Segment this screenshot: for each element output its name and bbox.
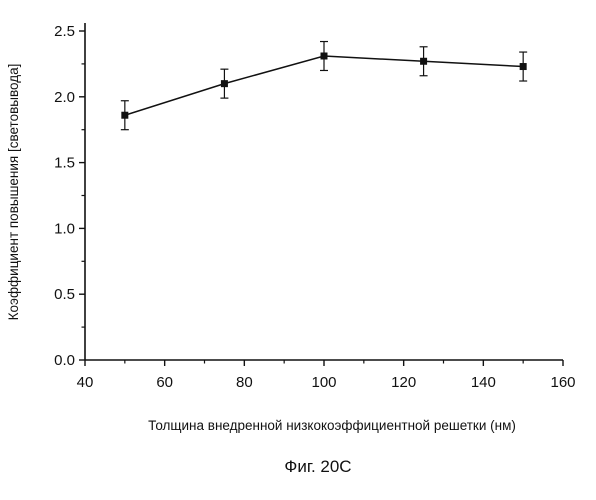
figure-caption: Фиг. 20С bbox=[284, 457, 351, 476]
y-tick-label: 2.5 bbox=[54, 23, 75, 40]
x-tick-label: 140 bbox=[471, 374, 496, 391]
y-axis-label: Коэффициент повышения [световывода] bbox=[6, 64, 21, 321]
x-tick-label: 160 bbox=[550, 374, 575, 391]
data-point bbox=[520, 63, 527, 70]
x-tick-label: 80 bbox=[236, 374, 253, 391]
y-tick-label: 1.5 bbox=[54, 155, 75, 172]
data-point bbox=[321, 53, 328, 60]
data-point bbox=[121, 112, 128, 119]
ticks: 40 60 80 100 120 140 160 0.0 0.5 1.0 1.5 2.0 2.5 bbox=[54, 23, 575, 391]
series bbox=[121, 42, 527, 130]
x-tick-label: 60 bbox=[156, 374, 173, 391]
y-tick-label: 0.0 bbox=[54, 352, 75, 369]
x-tick-label: 120 bbox=[391, 374, 416, 391]
y-tick-label: 2.0 bbox=[54, 89, 75, 106]
data-point bbox=[221, 80, 228, 87]
data-point bbox=[420, 58, 427, 65]
y-tick-label: 1.0 bbox=[54, 220, 75, 237]
x-tick-label: 40 bbox=[77, 374, 94, 391]
x-tick-label: 100 bbox=[311, 374, 336, 391]
axes bbox=[85, 23, 563, 360]
x-axis-label: Толщина внедренной низкокоэффициентной р… bbox=[148, 418, 516, 433]
y-tick-label: 0.5 bbox=[54, 286, 75, 303]
